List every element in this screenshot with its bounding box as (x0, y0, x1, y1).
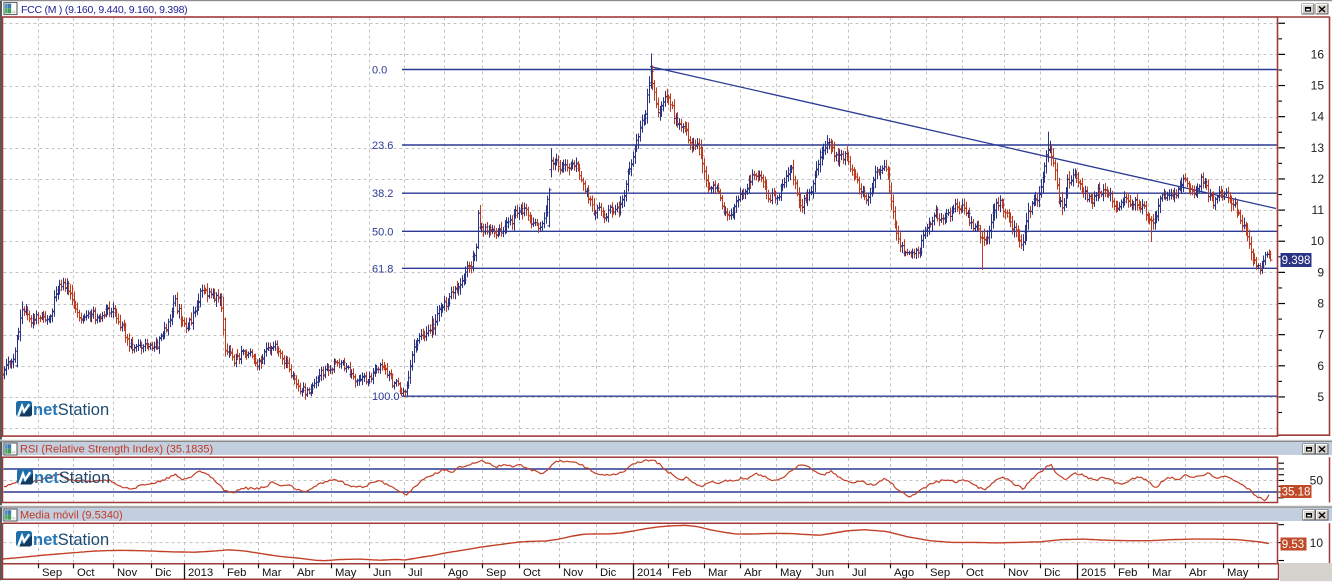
svg-text:38.2: 38.2 (372, 188, 393, 200)
svg-text:Dic: Dic (1044, 567, 1061, 579)
svg-text:Feb: Feb (672, 567, 691, 579)
svg-text:7: 7 (1317, 328, 1324, 342)
svg-text:netStation: netStation (34, 469, 110, 487)
svg-text:Ago: Ago (448, 567, 468, 579)
svg-text:8: 8 (1317, 297, 1324, 311)
svg-text:Jul: Jul (852, 567, 866, 579)
svg-text:2014: 2014 (637, 567, 662, 579)
svg-text:35.18: 35.18 (1282, 487, 1311, 499)
svg-text:50: 50 (1310, 474, 1324, 488)
svg-text:2013: 2013 (188, 567, 213, 579)
svg-text:10: 10 (1311, 234, 1325, 248)
svg-text:Abr: Abr (744, 567, 762, 579)
svg-text:2015: 2015 (1081, 567, 1106, 579)
svg-text:Mar: Mar (708, 567, 728, 579)
svg-text:Mar: Mar (1152, 567, 1172, 579)
svg-text:9.398: 9.398 (1282, 255, 1311, 267)
svg-text:Dic: Dic (600, 567, 617, 579)
svg-text:RSI (Relative Strength Index): RSI (Relative Strength Index) (35.1835) (20, 444, 213, 456)
svg-text:14: 14 (1311, 110, 1325, 124)
svg-text:Oct: Oct (966, 567, 984, 579)
svg-text:100.0: 100.0 (372, 391, 400, 403)
svg-text:Media móvil (9.5340): Media móvil (9.5340) (20, 510, 123, 522)
svg-text:13: 13 (1311, 141, 1325, 155)
svg-text:Nov: Nov (563, 567, 583, 579)
svg-text:15: 15 (1311, 79, 1325, 93)
svg-text:0.0: 0.0 (372, 65, 387, 77)
svg-text:Jun: Jun (373, 567, 391, 579)
svg-text:May: May (780, 567, 802, 579)
svg-text:12: 12 (1311, 172, 1325, 186)
svg-text:Oct: Oct (523, 567, 541, 579)
svg-text:Feb: Feb (227, 567, 246, 579)
svg-text:23.6: 23.6 (372, 140, 393, 152)
svg-text:Oct: Oct (77, 567, 95, 579)
svg-text:FCC (M ) (9.160, 9.440, 9.160,: FCC (M ) (9.160, 9.440, 9.160, 9.398) (21, 4, 187, 16)
svg-text:netStation: netStation (33, 401, 109, 419)
svg-text:6: 6 (1317, 359, 1324, 373)
svg-text:May: May (1227, 567, 1249, 579)
svg-text:Nov: Nov (1008, 567, 1028, 579)
svg-text:61.8: 61.8 (372, 263, 393, 275)
svg-text:Sep: Sep (930, 567, 950, 579)
svg-text:Sep: Sep (486, 567, 506, 579)
svg-text:9: 9 (1317, 265, 1324, 279)
svg-text:16: 16 (1311, 47, 1325, 61)
svg-text:May: May (335, 567, 357, 579)
svg-text:10: 10 (1310, 536, 1324, 550)
svg-text:Jul: Jul (408, 567, 422, 579)
svg-text:50.0: 50.0 (372, 226, 393, 238)
svg-text:Dic: Dic (155, 567, 172, 579)
svg-text:Ago: Ago (894, 567, 914, 579)
svg-text:11: 11 (1312, 203, 1325, 217)
svg-text:Abr: Abr (1189, 567, 1207, 579)
svg-text:Mar: Mar (262, 567, 282, 579)
svg-text:Sep: Sep (42, 567, 62, 579)
svg-text:9.53: 9.53 (1282, 539, 1304, 551)
svg-text:Jun: Jun (816, 567, 834, 579)
svg-text:netStation: netStation (33, 531, 109, 549)
svg-text:Abr: Abr (297, 567, 315, 579)
svg-text:Feb: Feb (1118, 567, 1137, 579)
svg-text:5: 5 (1317, 390, 1324, 404)
svg-text:Nov: Nov (117, 567, 137, 579)
